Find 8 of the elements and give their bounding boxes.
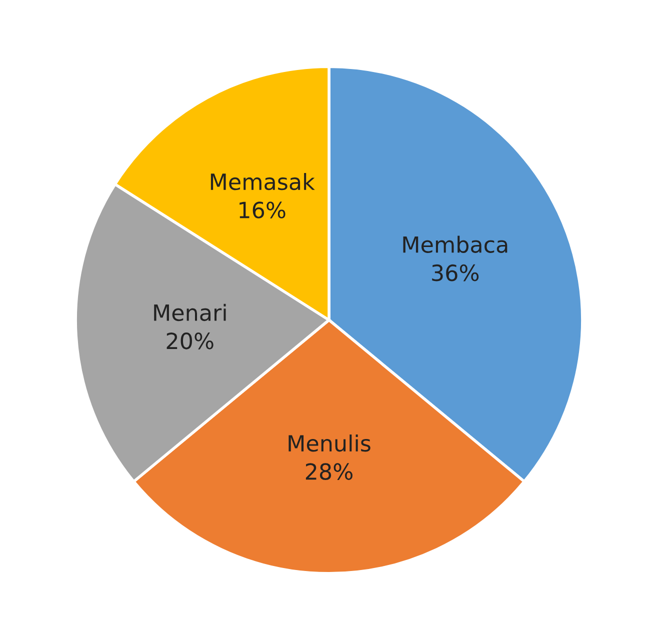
data-label: 36%	[432, 264, 479, 282]
slice-label: Menulis	[288, 434, 370, 452]
slice-label: Memasak	[210, 172, 315, 190]
data-label: 20%	[166, 332, 214, 350]
data-label: 28%	[306, 463, 352, 480]
data-label: 16%	[240, 202, 286, 218]
slice-label: Menari	[154, 304, 226, 322]
slice-label: Membaca	[403, 236, 508, 253]
